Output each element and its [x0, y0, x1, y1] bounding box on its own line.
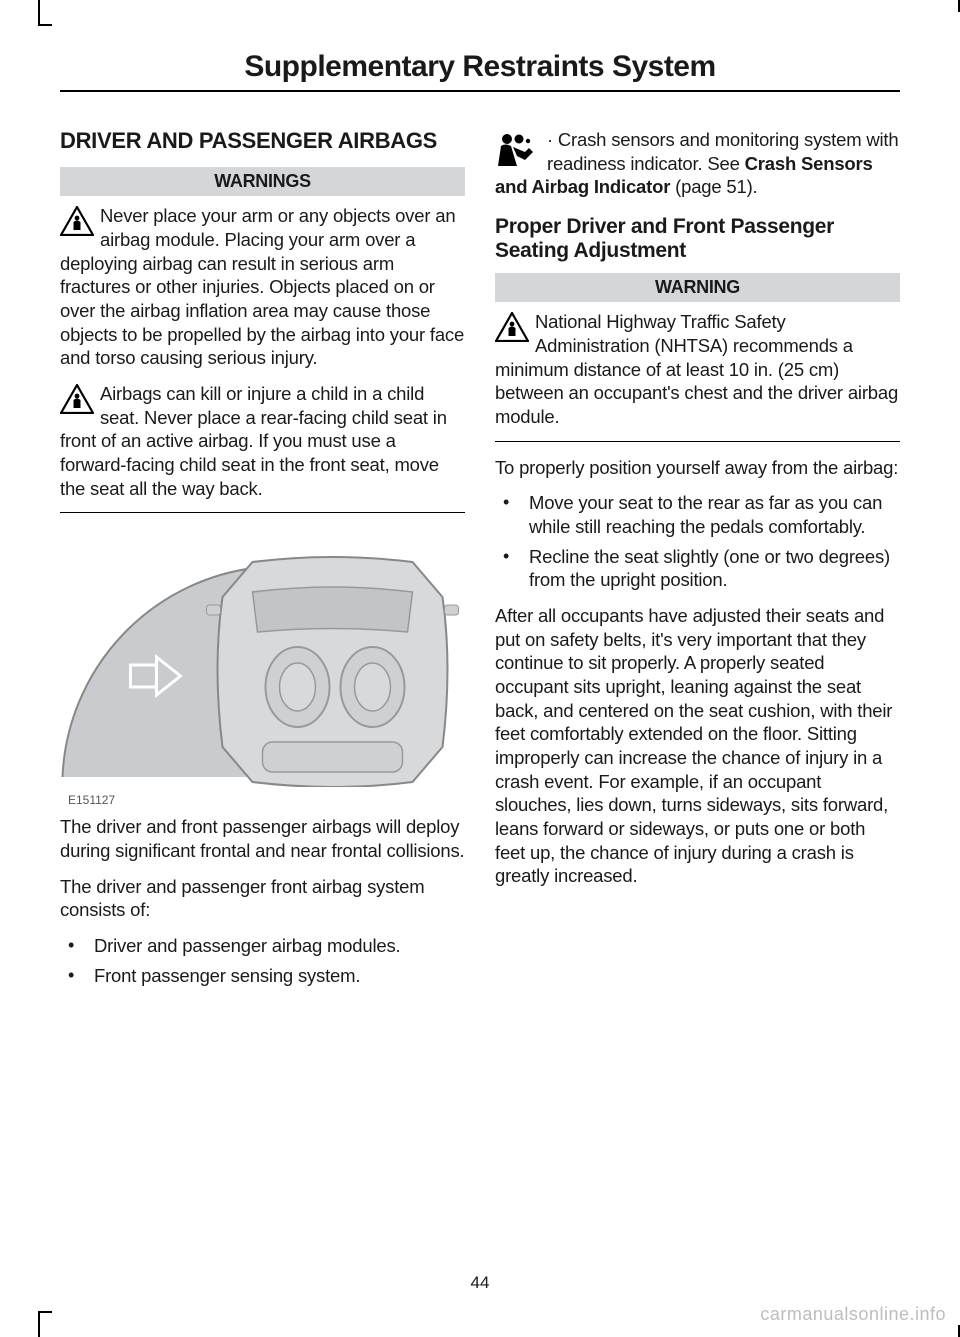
warning-end-rule — [60, 512, 465, 513]
warning-text-3: National Highway Traffic Safety Administ… — [495, 310, 900, 428]
watermark: carmanualsonline.info — [760, 1304, 946, 1325]
warning-text-1: Never place your arm or any objects over… — [60, 204, 465, 370]
airbag-illustration — [60, 537, 465, 787]
left-para-1: The driver and front passenger airbags w… — [60, 815, 465, 862]
page-number: 44 — [0, 1273, 960, 1293]
right-bullet-2: Recline the seat slightly (one or two de… — [495, 545, 900, 592]
right-column: · Crash sensors and monitoring system wi… — [495, 128, 900, 999]
chapter-title: Supplementary Restraints System — [60, 50, 900, 84]
left-bullet-list: Driver and passenger airbag modules. Fro… — [60, 934, 465, 987]
right-bullet-1: Move your seat to the rear as far as you… — [495, 491, 900, 538]
right-bullet-list: Move your seat to the rear as far as you… — [495, 491, 900, 592]
title-rule — [60, 90, 900, 92]
warning-text-2: Airbags can kill or injure a child in a … — [60, 382, 465, 500]
airbag-occupant-icon — [495, 130, 539, 170]
airbag-figure: E151127 — [60, 537, 465, 807]
warnings-bar: WARNINGS — [60, 167, 465, 196]
warning-triangle-icon — [60, 206, 94, 236]
left-column: DRIVER AND PASSENGER AIRBAGS WARNINGS Ne… — [60, 128, 465, 999]
warning-block-2: National Highway Traffic Safety Administ… — [495, 310, 900, 428]
subsection-heading-seating: Proper Driver and Front Passenger Seatin… — [495, 215, 900, 263]
left-bullet-2: Front passenger sensing system. — [60, 964, 465, 988]
warning-triangle-icon — [495, 312, 529, 342]
crash-page-ref: (page 51). — [670, 176, 757, 197]
columns: DRIVER AND PASSENGER AIRBAGS WARNINGS Ne… — [60, 128, 900, 999]
left-bullet-1: Driver and passenger airbag modules. — [60, 934, 465, 958]
page-content: Supplementary Restraints System DRIVER A… — [0, 0, 960, 1337]
left-para-2: The driver and passenger front airbag sy… — [60, 875, 465, 922]
warning-block: Never place your arm or any objects over… — [60, 204, 465, 500]
section-heading-driver-airbags: DRIVER AND PASSENGER AIRBAGS — [60, 128, 465, 153]
warning-3-text: National Highway Traffic Safety Administ… — [495, 311, 898, 427]
warning-bar-single: WARNING — [495, 273, 900, 302]
warning-2-text: Airbags can kill or injure a child in a … — [60, 383, 447, 499]
warning-1-text: Never place your arm or any objects over… — [60, 205, 464, 368]
crash-sensors-para: · Crash sensors and monitoring system wi… — [495, 128, 900, 199]
warning-end-rule-2 — [495, 441, 900, 442]
figure-caption: E151127 — [68, 793, 465, 807]
right-para-1: To properly position yourself away from … — [495, 456, 900, 480]
right-para-2: After all occupants have adjusted their … — [495, 604, 900, 888]
warning-triangle-icon — [60, 384, 94, 414]
